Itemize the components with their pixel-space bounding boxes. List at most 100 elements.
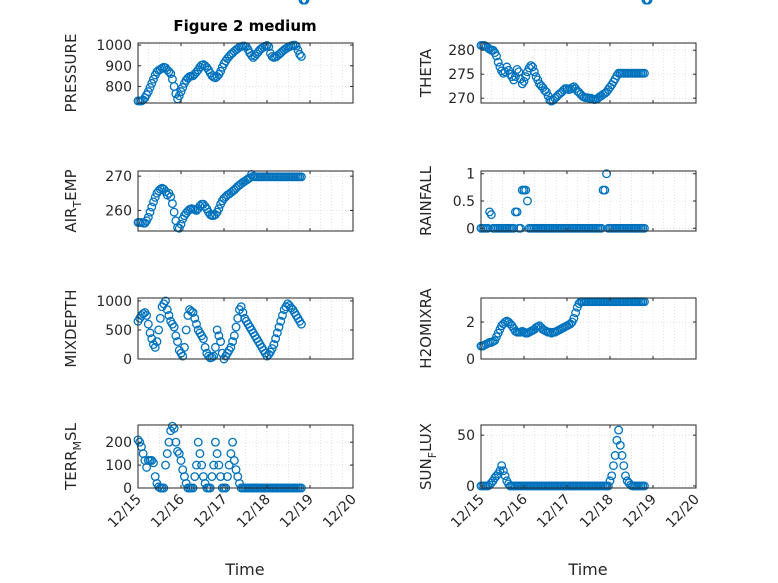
- x-axis-label-right: Time: [567, 560, 607, 579]
- sun_flux-data-point: [603, 481, 613, 491]
- mixdepth-data-point: [236, 302, 246, 312]
- sun_flux-data-point: [617, 451, 627, 460]
- mixdepth-data-point: [226, 342, 236, 352]
- sun_flux-data-point: [610, 451, 620, 460]
- air_temp-axes-box: [137, 170, 354, 232]
- sun_flux-data-point: [643, 0, 653, 5]
- terr_msl-x-tick-label: 12/15: [105, 492, 145, 532]
- air_temp-data-point: [174, 223, 184, 233]
- terr_msl-y-tick-label: 0: [123, 481, 132, 497]
- air_temp-data-point: [145, 207, 155, 217]
- mixdepth-data-point: [173, 337, 183, 347]
- terr_msl-y-tick-label: 200: [105, 435, 132, 451]
- terr_msl-data-point: [300, 0, 310, 5]
- terr_msl-data-point: [195, 449, 205, 459]
- mixdepth-data-point: [296, 319, 306, 329]
- x-axis-label-left: Time: [224, 560, 264, 579]
- mixdepth-data-point: [212, 325, 222, 335]
- mixdepth-data-point: [228, 337, 238, 347]
- terr_msl-data-point: [190, 472, 200, 481]
- theta-data-point: [493, 57, 503, 67]
- mixdepth-data-point: [162, 305, 172, 315]
- terr_msl-plot-area: [138, 425, 353, 488]
- sun_flux-y-axis-label: SUNFLUX: [417, 423, 439, 490]
- sun_flux-x-tick-label: 12/16: [491, 491, 531, 531]
- mixdepth-data-point: [171, 331, 181, 341]
- terr_msl-data-point: [214, 460, 224, 470]
- mixdepth-data-point: [278, 310, 287, 320]
- theta-data-point: [517, 79, 527, 89]
- theta-data-point: [521, 72, 531, 82]
- rainfall-data-point: [522, 196, 532, 206]
- mixdepth-data-point: [276, 316, 286, 326]
- mixdepth-y-tick-label: 500: [105, 323, 132, 339]
- terr_msl-data-point: [164, 437, 174, 447]
- pressure-data-point: [247, 50, 256, 60]
- rainfall-data-point: [521, 185, 531, 195]
- h2omixra-y-tick-label: 0: [466, 352, 475, 368]
- terr_msl-data-point: [197, 460, 207, 470]
- air_temp-data-point: [296, 172, 306, 182]
- terr_msl-data-point: [149, 458, 158, 468]
- mixdepth-data-point: [147, 334, 157, 344]
- sun_flux-data-point: [621, 471, 630, 481]
- pressure-data-point: [143, 87, 153, 97]
- terr_msl-data-point: [167, 421, 177, 431]
- pressure-y-tick-label: 800: [105, 79, 132, 95]
- mixdepth-data-point: [192, 319, 201, 329]
- subplot-rainfall: 0 0.5 1 RAINFALL: [417, 0, 697, 237]
- sun_flux-y-tick-label: 50: [457, 428, 475, 444]
- mixdepth-data-point: [229, 331, 239, 341]
- terr_msl-x-tick-label: 12/17: [191, 492, 231, 532]
- air_temp-data-point: [176, 219, 186, 229]
- pressure-data-point: [178, 83, 188, 92]
- rainfall-data-point: [509, 223, 519, 233]
- sun_flux-data-point: [607, 471, 617, 481]
- mixdepth-data-point: [142, 310, 152, 320]
- theta-y-tick-label: 275: [448, 67, 475, 83]
- mixdepth-y-tick-label: 0: [123, 352, 132, 368]
- mixdepth-axes-box: [137, 297, 354, 360]
- mixdepth-data-point: [200, 342, 210, 352]
- mixdepth-data-point: [231, 322, 241, 332]
- sun_flux-x-tick-label: 12/19: [620, 492, 660, 532]
- mixdepth-y-axis-label: MIXDEPTH: [62, 289, 80, 367]
- sun_flux-data-point: [614, 425, 624, 435]
- subplot-mixdepth: 0 500 1000 MIXDEPTH: [62, 0, 354, 368]
- terr_msl-data-point: [176, 456, 186, 465]
- sun_flux-data-point: [608, 461, 618, 471]
- theta-data-point: [512, 64, 522, 74]
- sun_flux-data-point: [495, 466, 505, 476]
- subplot-sun_flux: 12/15 12/16 12/17 12/18 12/19 12/20 0 50 SUNFLUX: [417, 0, 703, 531]
- pressure-data-point: [296, 51, 306, 61]
- rainfall-y-tick-label: 1: [466, 167, 475, 183]
- mixdepth-data-point: [210, 342, 220, 352]
- rainfall-y-tick-label: 0.5: [453, 194, 475, 210]
- sun_flux-data-point: [615, 440, 625, 450]
- theta-data-point: [529, 67, 539, 77]
- terr_msl-data-point: [210, 437, 220, 447]
- air_temp-data-point: [167, 199, 177, 209]
- terr_msl-data-point: [226, 449, 236, 459]
- sun_flux-plot-area: [481, 425, 696, 488]
- theta-data-point: [519, 76, 529, 86]
- mixdepth-data-point: [178, 351, 188, 361]
- pressure-data-point: [149, 74, 158, 84]
- pressure-y-tick-label: 1000: [96, 38, 132, 54]
- mixdepth-data-point: [164, 310, 174, 320]
- pressure-y-axis-label: PRESSURE: [62, 34, 80, 113]
- pressure-data-point: [295, 49, 305, 59]
- mixdepth-data-point: [271, 334, 281, 344]
- rainfall-data-point: [486, 210, 496, 220]
- theta-y-tick-label: 280: [448, 43, 475, 59]
- figure-title: Figure 2 medium: [173, 17, 316, 35]
- theta-y-tick-label: 270: [448, 91, 475, 107]
- terr_msl-y-axis-label: TERRMSL: [62, 422, 84, 491]
- terr_msl-data-point: [193, 437, 203, 447]
- terr_msl-data-point: [171, 437, 181, 447]
- terr_msl-data-point: [229, 456, 239, 465]
- pressure-data-point: [157, 63, 167, 73]
- sun_flux-x-tick-label: 12/20: [663, 492, 703, 532]
- pressure-axes-box: [137, 42, 354, 104]
